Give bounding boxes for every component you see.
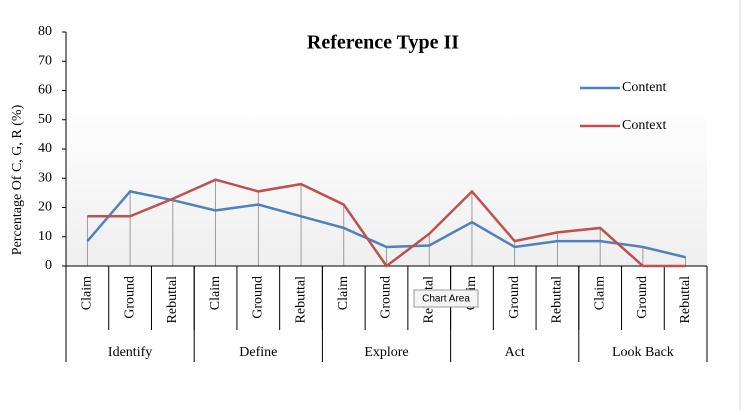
x-tick-label: Ground [379,276,394,319]
x-tick-label: Claim [592,276,607,310]
tooltip-box [413,289,479,308]
y-tick-label: 30 [38,170,52,185]
chart-title: Reference Type II [307,32,459,54]
y-tick-label: 10 [38,229,52,244]
y-tick-label: 70 [38,53,52,68]
y-tick-label: 60 [38,83,52,98]
x-tick-label: Claim [208,276,223,310]
series-line [86,190,686,259]
group-label: Identify [108,345,152,360]
y-tick-label: 50 [38,112,52,127]
y-tick-label: 20 [38,200,52,215]
group-label: Act [505,345,525,360]
group-label: Look Back [612,345,674,360]
tooltip: Chart Area [422,294,470,305]
y-tick-label: 40 [38,141,52,156]
y-tick-label: 0 [45,258,52,273]
group-label: Define [239,345,277,360]
x-tick-label: Claim [336,276,351,310]
x-tick-label: Rebuttal [293,276,308,324]
x-tick-label: Rebuttal [678,276,693,324]
legend-label: Context [622,118,666,133]
x-tick-label: Ground [251,276,266,319]
y-axis-label: Percentage Of C, G, R (%) [10,104,25,255]
x-tick-label: Claim [80,276,95,310]
x-tick-label: Rebuttal [550,276,565,324]
legend-label: Content [622,80,666,95]
x-tick-label: Ground [122,276,137,319]
x-tick-label: Ground [635,276,650,319]
x-tick-label: Ground [507,276,522,319]
group-label: Explore [364,345,408,360]
series-line [87,178,686,268]
x-tick-label: Rebuttal [165,276,180,324]
y-tick-label: 80 [38,24,52,39]
